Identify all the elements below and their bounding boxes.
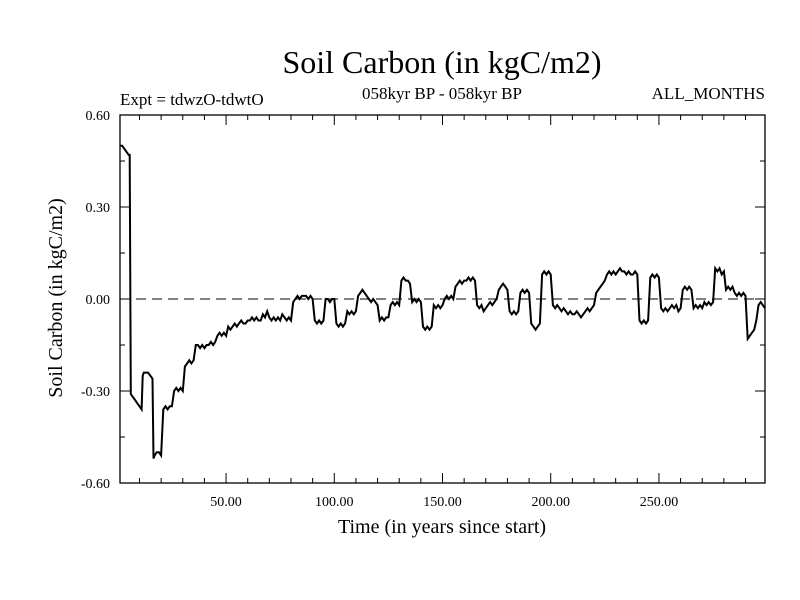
x-tick-label: 250.00 xyxy=(640,495,679,510)
months-label: ALL_MONTHS xyxy=(652,84,765,103)
y-tick-label: -0.60 xyxy=(81,477,110,492)
x-tick-label: 150.00 xyxy=(423,495,462,510)
x-tick-label: 50.00 xyxy=(210,495,242,510)
axis-ticks: 50.00 100.00 150.00 200.00 250.00 -0.60 -0.30 0… xyxy=(81,109,765,510)
experiment-label: Expt = tdwzO-tdwtO xyxy=(120,90,264,109)
x-axis-label: Time (in years since start) xyxy=(338,516,546,538)
y-tick-label: -0.30 xyxy=(81,385,110,400)
chart-title: Soil Carbon (in kgC/m2) xyxy=(282,44,601,80)
y-axis-label: Soil Carbon (in kgC/m2) xyxy=(45,198,67,397)
x-tick-label: 200.00 xyxy=(531,495,570,510)
y-tick-label: 0.30 xyxy=(86,201,111,216)
plot-area: 50.00 100.00 150.00 200.00 250.00 -0.60 -0.30 0… xyxy=(81,109,766,510)
y-tick-label: 0.60 xyxy=(86,109,111,124)
series-line xyxy=(120,144,766,459)
x-tick-label: 100.00 xyxy=(315,495,354,510)
y-tick-label: 0.00 xyxy=(86,293,111,308)
period-label: 058kyr BP - 058kyr BP xyxy=(362,84,522,103)
